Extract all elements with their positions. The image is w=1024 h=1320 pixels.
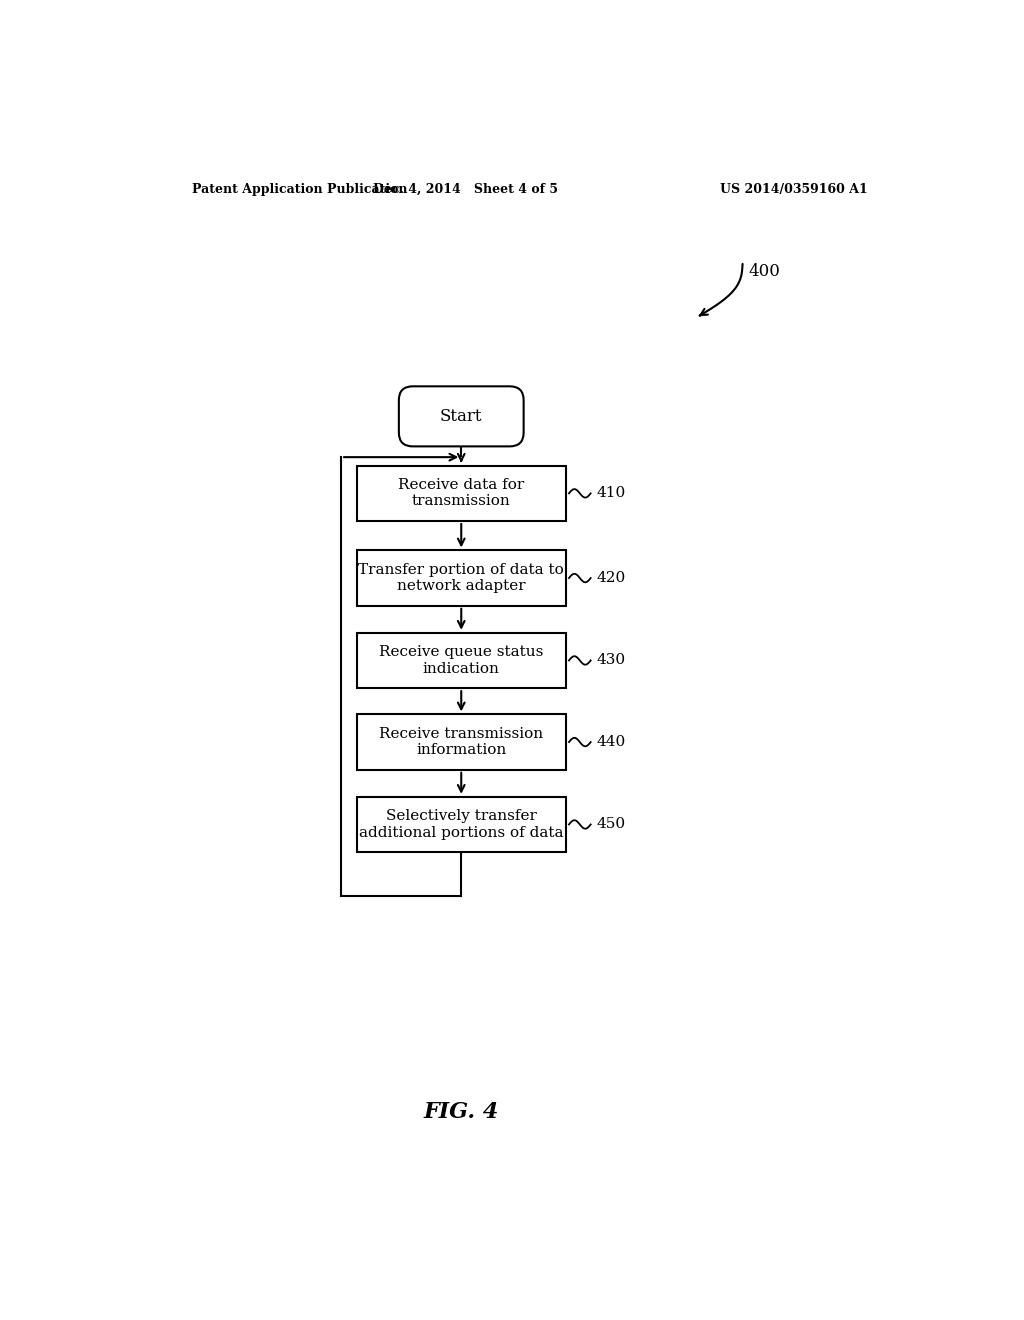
Text: Selectively transfer
additional portions of data: Selectively transfer additional portions…	[359, 809, 563, 840]
Text: Receive transmission
information: Receive transmission information	[379, 727, 544, 758]
Text: Patent Application Publication: Patent Application Publication	[191, 183, 408, 197]
Text: 440: 440	[597, 735, 626, 748]
Text: Dec. 4, 2014   Sheet 4 of 5: Dec. 4, 2014 Sheet 4 of 5	[373, 183, 558, 197]
Bar	[356, 714, 566, 770]
Bar	[356, 797, 566, 853]
Text: 450: 450	[597, 817, 626, 832]
Text: Start: Start	[440, 408, 482, 425]
Bar	[356, 550, 566, 606]
Text: 430: 430	[597, 653, 626, 668]
Text: US 2014/0359160 A1: US 2014/0359160 A1	[720, 183, 868, 197]
Bar	[356, 632, 566, 688]
Text: Receive queue status
indication: Receive queue status indication	[379, 645, 544, 676]
Text: 400: 400	[748, 263, 780, 280]
Text: 410: 410	[597, 486, 626, 500]
Text: Receive data for
transmission: Receive data for transmission	[398, 478, 524, 508]
Text: FIG. 4: FIG. 4	[424, 1101, 499, 1122]
Bar	[356, 466, 566, 521]
Text: 420: 420	[597, 572, 626, 585]
FancyBboxPatch shape	[399, 387, 523, 446]
Text: Transfer portion of data to
network adapter: Transfer portion of data to network adap…	[358, 562, 564, 593]
